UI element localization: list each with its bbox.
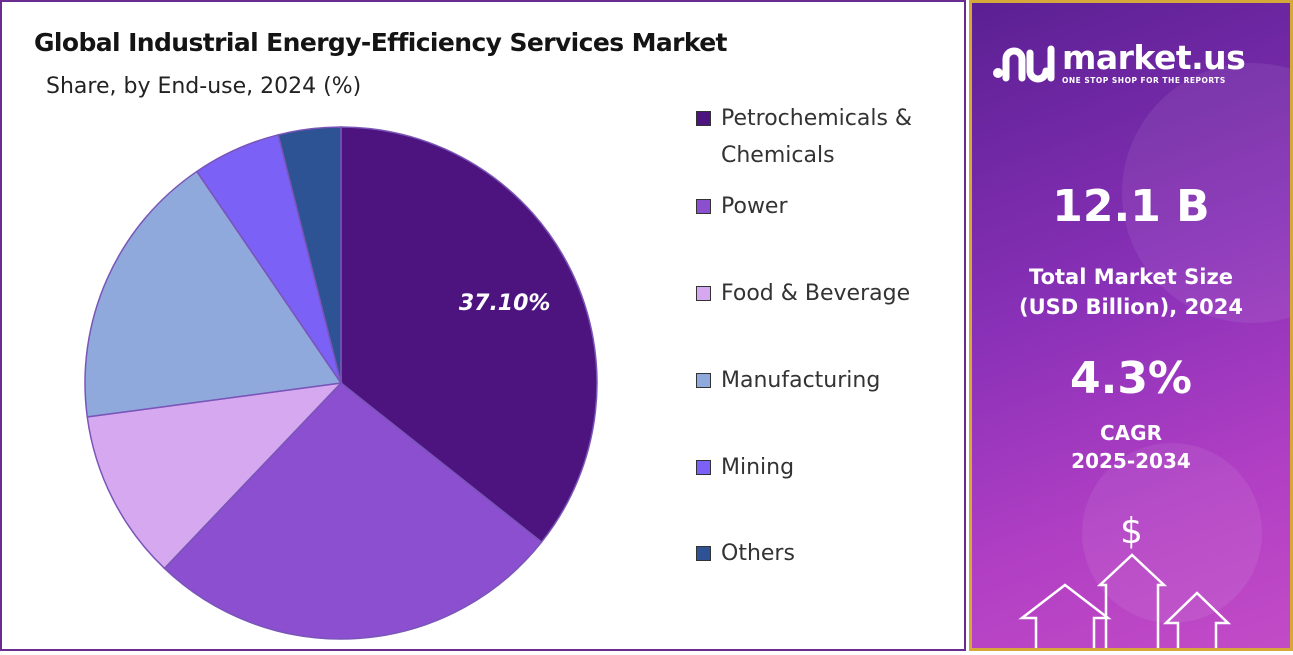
legend-swatch (696, 373, 711, 388)
legend-item: Power (696, 188, 951, 225)
cagr-label-line2: 2025-2034 (1071, 449, 1191, 473)
legend-label: Manufacturing (721, 368, 881, 393)
legend-item: Food & Beverage (696, 275, 951, 312)
growth-arrows-icon (1018, 553, 1232, 648)
market-us-logo-icon (993, 45, 1055, 83)
pie-slice-manufacturing (84, 170, 343, 418)
legend-label: Mining (721, 455, 795, 480)
legend-swatch (696, 286, 711, 301)
legend-label: Power (721, 194, 788, 219)
brand-name: market.us (1062, 38, 1246, 77)
pie-data-label: 37.10% (459, 291, 551, 316)
pie-slice-petrochemicals-chemicals (340, 126, 598, 544)
cagr-label-line1: CAGR (1100, 421, 1162, 445)
chart-title: Global Industrial Energy-Efficiency Serv… (34, 28, 728, 57)
market-size-value: 12.1 B (1052, 181, 1210, 232)
legend-swatch (696, 199, 711, 214)
pie-slice-others (277, 126, 342, 384)
pie-slice-food-beverage (86, 381, 344, 570)
summary-sidebar: market.us ONE STOP SHOP FOR THE REPORTS … (969, 0, 1293, 651)
legend-label: Others (721, 541, 795, 566)
legend-item: Manufacturing (696, 362, 951, 399)
legend-item: Mining (696, 449, 951, 486)
market-size-label-line2: (USD Billion), 2024 (1018, 295, 1244, 319)
legend-label: Food & Beverage (721, 281, 911, 306)
chart-panel: Global Industrial Energy-Efficiency Serv… (0, 0, 966, 651)
market-size-label-line1: Total Market Size (1029, 265, 1233, 289)
brand-tagline: ONE STOP SHOP FOR THE REPORTS (1062, 76, 1226, 85)
legend-swatch (696, 546, 711, 561)
cagr-value: 4.3% (1069, 353, 1193, 404)
chart-subtitle: Share, by End-use, 2024 (%) (46, 74, 362, 99)
pie-slice-power (163, 381, 543, 640)
legend-item: Petrochemicals & Chemicals (696, 100, 951, 174)
pie-chart: 37.10% (84, 126, 598, 640)
legend-swatch (696, 460, 711, 475)
legend-label: Petrochemicals & Chemicals (721, 106, 913, 168)
brand-logo: market.us ONE STOP SHOP FOR THE REPORTS (992, 38, 1246, 85)
dollar-icon: $ (1120, 511, 1143, 552)
decorative-circle (1082, 443, 1262, 623)
legend-swatch (696, 111, 711, 126)
legend-item: Others (696, 535, 951, 572)
